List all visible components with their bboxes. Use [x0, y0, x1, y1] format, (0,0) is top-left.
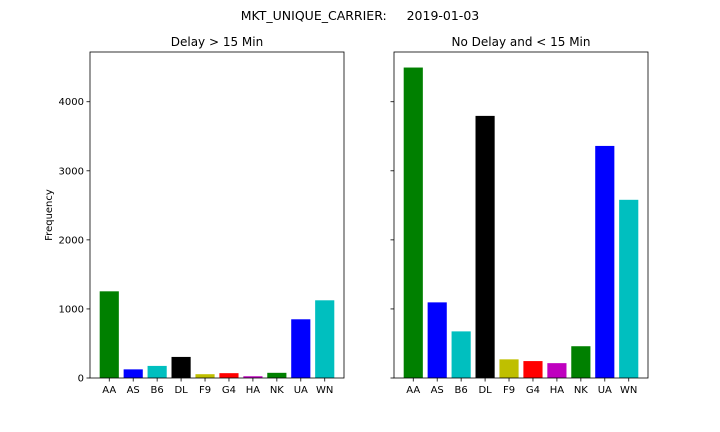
y-tick-label: 1000	[59, 304, 84, 315]
bar-wn	[619, 199, 639, 378]
x-tick-label-dl: DL	[174, 385, 188, 396]
bar-wn	[315, 300, 335, 378]
x-tick-label-ha: HA	[246, 385, 261, 396]
x-tick-label-nk: NK	[270, 385, 284, 396]
x-tick-label-nk: NK	[574, 385, 588, 396]
y-tick-label: 2000	[59, 235, 84, 246]
axes-frame	[89, 51, 345, 379]
x-tick-label-as: AS	[127, 385, 140, 396]
x-tick-label-wn: WN	[620, 385, 637, 396]
bar-nk	[267, 372, 287, 378]
bar-b6	[451, 331, 471, 378]
x-tick-label-b6: B6	[151, 385, 164, 396]
bar-f9	[195, 374, 215, 378]
x-tick-label-g4: G4	[222, 385, 236, 396]
x-tick-label-wn: WN	[316, 385, 333, 396]
x-tick-label-ha: HA	[550, 385, 565, 396]
bar-aa	[403, 67, 423, 378]
bar-as	[427, 302, 447, 378]
bar-ha	[547, 363, 567, 378]
bar-aa	[99, 291, 119, 378]
bar-ua	[595, 145, 615, 378]
bar-nk	[571, 346, 591, 378]
figure-suptitle: MKT_UNIQUE_CARRIER: 2019-01-03	[241, 8, 479, 23]
x-tick-label-g4: G4	[526, 385, 540, 396]
subplot-title: Delay > 15 Min	[171, 35, 263, 49]
bar-g4	[523, 361, 543, 378]
bar-ua	[291, 319, 311, 378]
x-tick-label-f9: F9	[199, 385, 211, 396]
y-axis-label: Frequency	[44, 189, 55, 241]
bar-dl	[475, 115, 495, 378]
y-tick-label: 4000	[59, 97, 84, 108]
x-tick-label-aa: AA	[102, 385, 116, 396]
x-tick-label-ua: UA	[294, 385, 308, 396]
bar-as	[123, 369, 143, 378]
axes-frame	[393, 51, 649, 379]
bar-g4	[219, 373, 239, 378]
bar-dl	[171, 356, 191, 378]
x-tick-label-aa: AA	[406, 385, 420, 396]
bar-ha	[243, 376, 263, 378]
subplot-title: No Delay and < 15 Min	[452, 35, 591, 49]
y-tick-label: 0	[78, 374, 84, 385]
x-tick-label-ua: UA	[598, 385, 612, 396]
bar-f9	[499, 359, 519, 378]
x-tick-label-as: AS	[431, 385, 444, 396]
y-tick-label: 3000	[59, 166, 84, 177]
x-tick-label-dl: DL	[478, 385, 492, 396]
x-tick-label-f9: F9	[503, 385, 515, 396]
bar-b6	[147, 365, 167, 378]
left-subplot-delay: AA AS B6 DL F9 G4 HA NK UA WN 0 1000 2000 3000 4000 Del…	[44, 35, 345, 396]
right-subplot-no-delay: AA AS B6 DL F9 G4 HA NK UA WN No Delay and < 15 Mi…	[390, 35, 649, 396]
x-tick-label-b6: B6	[455, 385, 468, 396]
